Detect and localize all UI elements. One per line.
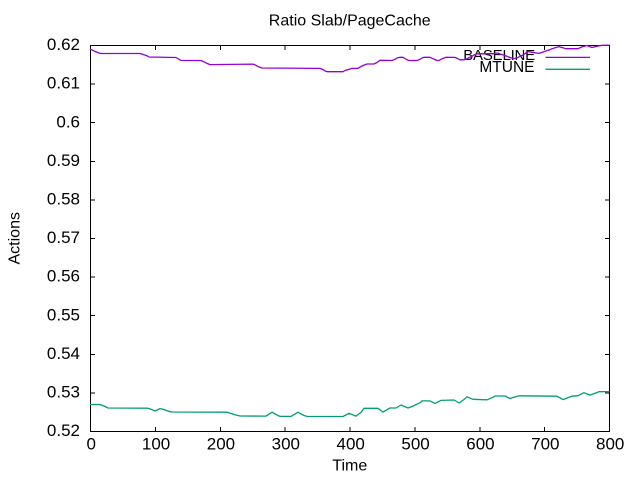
svg-text:0.52: 0.52: [47, 421, 80, 440]
svg-text:700: 700: [531, 435, 559, 454]
svg-text:BASELINE: BASELINE: [463, 47, 535, 64]
svg-text:0.6: 0.6: [56, 112, 80, 131]
svg-text:Actions: Actions: [7, 212, 24, 264]
svg-text:0.57: 0.57: [47, 228, 80, 247]
svg-text:200: 200: [207, 435, 235, 454]
svg-text:800: 800: [596, 435, 624, 454]
svg-text:0: 0: [86, 435, 95, 454]
svg-text:0.54: 0.54: [47, 344, 80, 363]
svg-text:300: 300: [272, 435, 300, 454]
svg-text:Ratio Slab/PageCache: Ratio Slab/PageCache: [269, 13, 431, 30]
svg-text:500: 500: [401, 435, 429, 454]
svg-text:100: 100: [142, 435, 170, 454]
svg-text:0.58: 0.58: [47, 190, 80, 209]
svg-text:600: 600: [466, 435, 494, 454]
svg-text:MTUNE: MTUNE: [479, 59, 534, 76]
svg-text:0.55: 0.55: [47, 305, 80, 324]
svg-text:0.61: 0.61: [47, 74, 80, 93]
svg-text:0.59: 0.59: [47, 151, 80, 170]
svg-text:0.53: 0.53: [47, 383, 80, 402]
svg-text:Time: Time: [332, 458, 367, 475]
svg-text:0.56: 0.56: [47, 267, 80, 286]
svg-text:0.62: 0.62: [47, 35, 80, 54]
svg-text:400: 400: [337, 435, 365, 454]
